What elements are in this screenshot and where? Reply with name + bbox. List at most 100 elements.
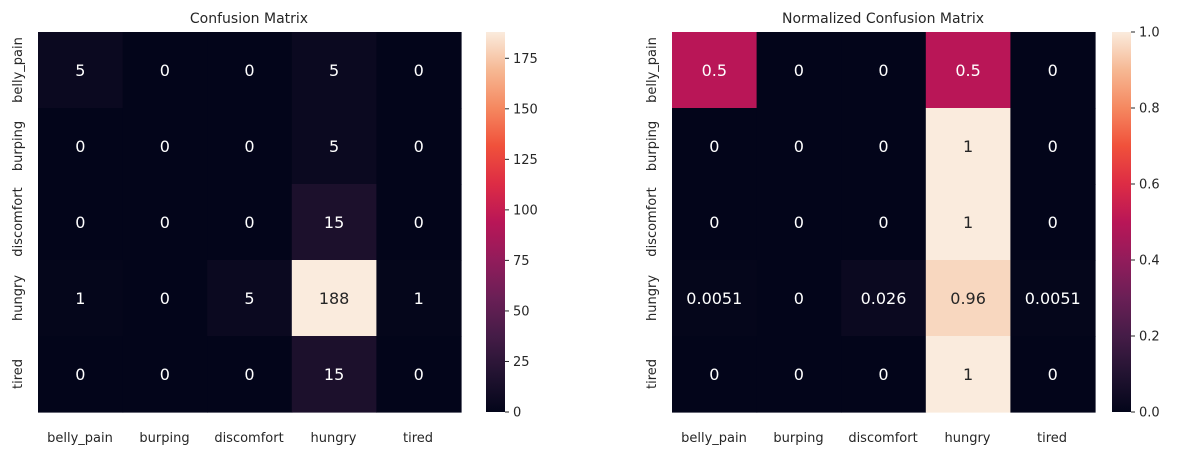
cell-label: 0 [414,213,424,232]
cell-label: 0 [160,365,170,384]
colorbar: 0 25 50 75 100 125 150 175 [486,32,538,421]
chart-title: Normalized Confusion Matrix [782,11,984,27]
cell-label: 15 [324,365,344,384]
colorbar-tick-label: 50 [513,304,530,319]
heatmap-cell [207,184,293,261]
cell-label: 0 [414,365,424,384]
cell-label: 0 [160,137,170,156]
heatmap-cell [207,336,293,413]
heatmap-cell [122,336,208,413]
colorbar-tick-label: 1.0 [1139,26,1160,41]
heatmap-cell [1010,336,1096,413]
heatmap-cell [841,32,927,109]
cell-label: 0.026 [861,289,907,308]
heatmap-cell [925,336,1011,413]
colorbar-ticks: 0.0 0.2 0.4 0.6 0.8 1.0 [1131,26,1160,421]
cell-label: 0 [709,365,719,384]
cell-label: 1 [414,289,424,308]
heatmap-cell [376,108,462,185]
x-tick-label: tired [1037,431,1067,446]
y-tick-label: burping [645,121,660,171]
y-tick-label: discomfort [645,187,660,256]
cell-label: 0 [75,213,85,232]
cell-label: 15 [324,213,344,232]
cell-label: 0.0051 [686,289,742,308]
cell-label: 0.0051 [1025,289,1081,308]
cell-label: 0.5 [702,61,727,80]
cell-label: 0 [1048,213,1058,232]
heatmap-cell [925,184,1011,261]
colorbar-tick-label: 125 [513,153,538,168]
heatmap-cell [207,32,293,109]
cell-label: 0 [878,61,888,80]
cell-label: 0 [244,137,254,156]
heatmap-cell [1010,260,1096,337]
cell-label: 1 [75,289,85,308]
heatmap-cell [291,336,377,413]
heatmap-cell [756,336,842,413]
cell-label: 0 [414,61,424,80]
cell-label: 1 [963,213,973,232]
cell-label: 0 [244,61,254,80]
heatmap-cell [672,336,758,413]
heatmap-cell [122,32,208,109]
colorbar-tick-label: 0.2 [1139,330,1160,345]
heatmap-cell [1010,32,1096,109]
heatmap-cell [376,336,462,413]
heatmap-cell [1010,184,1096,261]
heatmap-cell [122,184,208,261]
cell-label: 0 [878,365,888,384]
x-tick-label: hungry [310,431,356,446]
y-tick-label: tired [11,359,26,389]
colorbar-tick-label: 0 [513,406,521,421]
heatmap-cell [756,184,842,261]
heatmap-cell [672,260,758,337]
cell-label: 0 [160,61,170,80]
colorbar-tick-label: 0.0 [1139,406,1160,421]
cell-label: 5 [329,61,339,80]
cell-label: 0 [794,289,804,308]
heatmap-cells: 0.5 0 0 0.5 0 0 0 0 1 0 0 0 0 1 0 0.0051 0 0.026 0.96 0.005… [672,32,1096,413]
cell-label: 0 [160,213,170,232]
heatmap-cell [291,184,377,261]
colorbar-gradient [486,32,505,412]
heatmap-cell [925,108,1011,185]
y-tick-label: discomfort [11,187,26,256]
heatmap-cell [672,108,758,185]
cell-label: 0 [794,137,804,156]
x-tick-label: burping [773,431,823,446]
heatmap-cell [291,32,377,109]
colorbar-tick-label: 100 [513,203,538,218]
heatmap-cell [756,32,842,109]
x-tick-label: tired [403,431,433,446]
y-tick-label: hungry [11,275,26,321]
chart-title: Confusion Matrix [190,11,308,27]
cell-label: 1 [963,365,973,384]
cell-label: 0 [1048,137,1058,156]
x-tick-labels: belly_pain burping discomfort hungry tir… [47,431,433,446]
heatmap-cell [38,260,124,337]
cell-label: 0 [414,137,424,156]
cell-label: 0.5 [955,61,980,80]
x-tick-label: belly_pain [47,431,113,446]
heatmap-cell [672,184,758,261]
cell-label: 0 [878,137,888,156]
cell-label: 0 [244,365,254,384]
heatmap-cell [291,108,377,185]
heatmap-cell [38,108,124,185]
colorbar-ticks: 0 25 50 75 100 125 150 175 [505,52,538,421]
heatmap-cell [672,32,758,109]
heatmap-cell [38,32,124,109]
heatmap-cell [841,184,927,261]
heatmap-cell [291,260,377,337]
cell-label: 5 [75,61,85,80]
cell-label: 188 [319,289,350,308]
cell-label: 0 [709,137,719,156]
heatmap-cell [122,260,208,337]
cell-label: 0 [244,213,254,232]
x-tick-label: hungry [944,431,990,446]
cell-label: 0 [160,289,170,308]
colorbar-gradient [1112,32,1131,412]
colorbar-tick-label: 0.8 [1139,102,1160,117]
